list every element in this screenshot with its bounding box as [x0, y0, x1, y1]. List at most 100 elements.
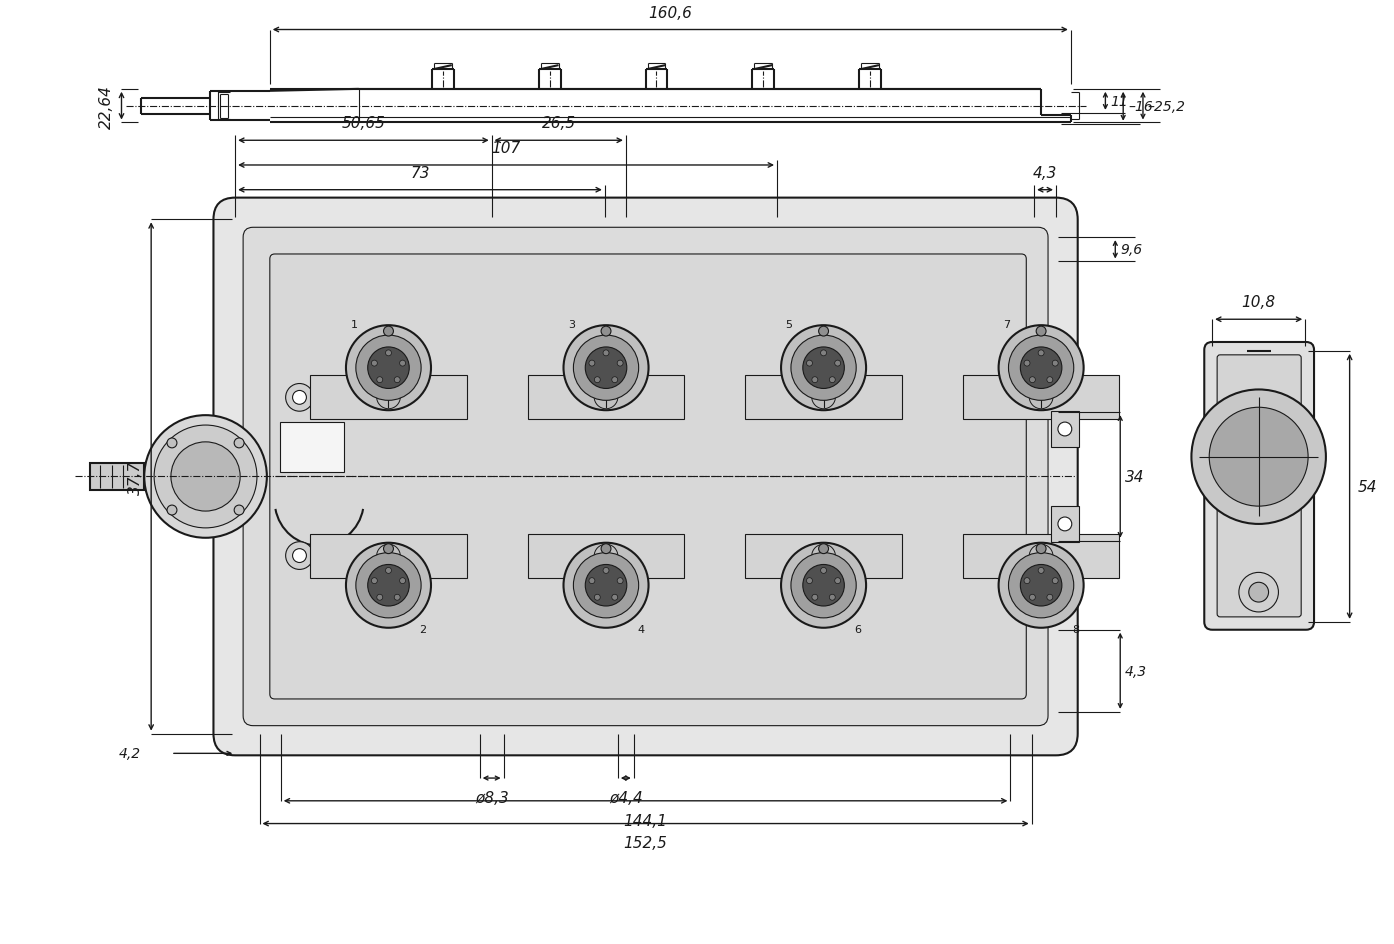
Circle shape — [383, 544, 393, 554]
Circle shape — [573, 553, 638, 618]
Circle shape — [167, 439, 177, 448]
Circle shape — [1239, 573, 1278, 613]
Circle shape — [1025, 361, 1030, 366]
Circle shape — [998, 326, 1083, 411]
FancyBboxPatch shape — [1217, 356, 1301, 617]
Circle shape — [371, 361, 378, 366]
Circle shape — [835, 361, 841, 366]
Bar — [746, 534, 902, 579]
Circle shape — [1020, 565, 1062, 606]
Text: –16: –16 — [1128, 100, 1153, 114]
Text: 50,65: 50,65 — [342, 116, 385, 131]
Circle shape — [829, 595, 835, 600]
Circle shape — [234, 506, 244, 515]
Circle shape — [821, 350, 827, 357]
Circle shape — [807, 361, 813, 366]
Bar — [963, 534, 1119, 579]
Text: 11: 11 — [1111, 94, 1128, 109]
Circle shape — [1029, 378, 1036, 383]
Circle shape — [594, 595, 601, 600]
FancyBboxPatch shape — [213, 198, 1078, 755]
Circle shape — [573, 336, 638, 401]
Circle shape — [1249, 582, 1269, 602]
Circle shape — [594, 378, 601, 383]
Circle shape — [807, 578, 813, 584]
Circle shape — [601, 544, 611, 554]
Circle shape — [790, 553, 856, 618]
Text: 152,5: 152,5 — [623, 835, 668, 851]
Circle shape — [585, 565, 627, 606]
Circle shape — [234, 439, 244, 448]
Text: 37,7: 37,7 — [128, 460, 144, 494]
Circle shape — [811, 595, 818, 600]
Circle shape — [601, 327, 611, 337]
Circle shape — [563, 543, 648, 628]
Circle shape — [376, 378, 383, 383]
Text: 1: 1 — [350, 320, 357, 329]
FancyBboxPatch shape — [270, 255, 1026, 700]
Text: 5: 5 — [785, 320, 792, 329]
Text: 26,5: 26,5 — [542, 116, 576, 131]
Circle shape — [821, 568, 827, 574]
Text: 4,2: 4,2 — [118, 747, 141, 761]
Text: 34: 34 — [1125, 469, 1144, 484]
Circle shape — [355, 336, 421, 401]
Circle shape — [383, 327, 393, 337]
Text: 3: 3 — [567, 320, 574, 329]
Circle shape — [395, 595, 400, 600]
Circle shape — [803, 347, 845, 389]
FancyBboxPatch shape — [243, 228, 1048, 726]
Text: 8: 8 — [1072, 624, 1079, 634]
Circle shape — [167, 506, 177, 515]
Bar — [963, 375, 1119, 420]
Text: 54: 54 — [1358, 480, 1377, 495]
Circle shape — [155, 426, 256, 529]
Text: 4,3: 4,3 — [1033, 165, 1057, 180]
Text: 2: 2 — [420, 624, 427, 634]
Text: 7: 7 — [1002, 320, 1011, 329]
Text: 73: 73 — [410, 165, 429, 180]
Bar — [311, 534, 467, 579]
Circle shape — [998, 543, 1083, 628]
Circle shape — [355, 553, 421, 618]
Bar — [311, 375, 467, 420]
Circle shape — [346, 543, 431, 628]
Circle shape — [790, 336, 856, 401]
Bar — [280, 423, 344, 472]
Bar — [746, 375, 902, 420]
Circle shape — [1029, 595, 1036, 600]
Text: 4,3: 4,3 — [1125, 664, 1147, 678]
Text: 6: 6 — [855, 624, 861, 634]
Circle shape — [1039, 568, 1044, 574]
Text: 107: 107 — [492, 141, 521, 156]
Text: 144,1: 144,1 — [623, 813, 668, 828]
Circle shape — [293, 391, 307, 405]
Circle shape — [1025, 578, 1030, 584]
Circle shape — [612, 378, 618, 383]
Circle shape — [811, 378, 818, 383]
Text: 22,64: 22,64 — [99, 85, 113, 128]
Circle shape — [803, 565, 845, 606]
Circle shape — [585, 347, 627, 389]
Circle shape — [829, 378, 835, 383]
Bar — [528, 534, 684, 579]
Circle shape — [368, 565, 410, 606]
Circle shape — [293, 549, 307, 563]
Text: ø8,3: ø8,3 — [475, 790, 509, 805]
Bar — [528, 375, 684, 420]
Circle shape — [1058, 423, 1072, 436]
Circle shape — [1020, 347, 1062, 389]
Circle shape — [376, 595, 383, 600]
Circle shape — [612, 595, 618, 600]
Circle shape — [604, 568, 609, 574]
Circle shape — [1058, 517, 1072, 531]
Circle shape — [618, 578, 623, 584]
Circle shape — [818, 327, 828, 337]
Circle shape — [618, 361, 623, 366]
Circle shape — [286, 384, 314, 412]
FancyBboxPatch shape — [1204, 343, 1315, 630]
Circle shape — [588, 578, 595, 584]
Circle shape — [588, 361, 595, 366]
Circle shape — [1052, 361, 1058, 366]
Circle shape — [286, 542, 314, 570]
